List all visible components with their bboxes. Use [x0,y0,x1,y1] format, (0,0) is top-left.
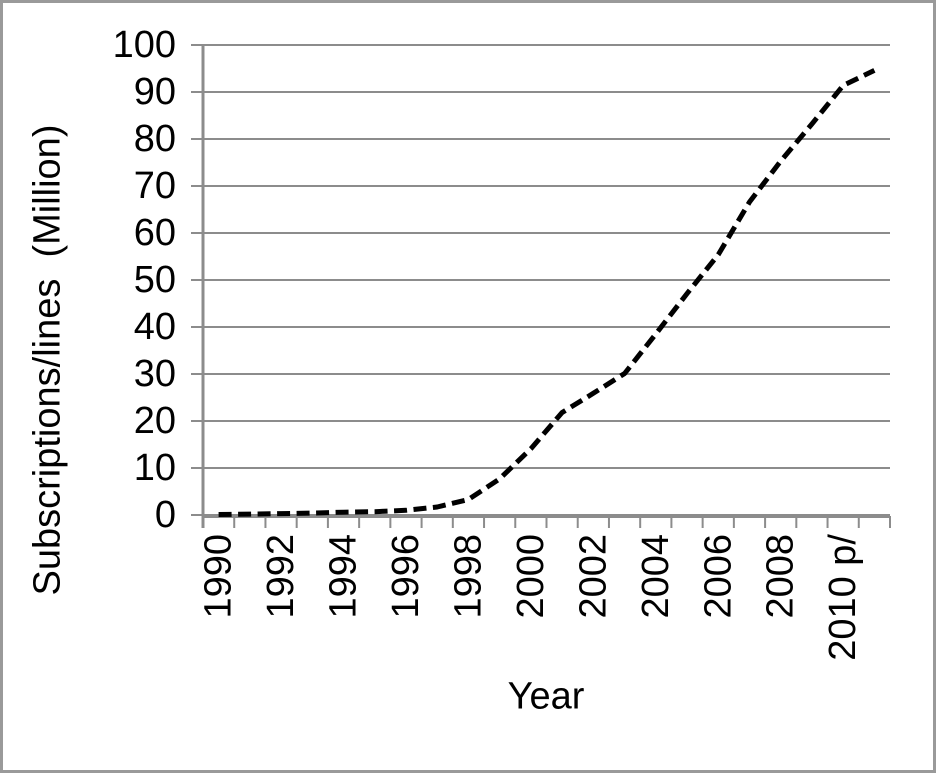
y-tick-label: 70 [134,165,176,207]
x-tick-label: 1994 [323,534,365,619]
y-tick-label: 60 [134,212,176,254]
x-tick-label: 1992 [260,534,302,619]
x-tick-label: 2002 [572,534,614,619]
y-tick-label: 10 [134,447,176,489]
x-tick-label: 2000 [510,534,552,619]
y-tick-label: 90 [134,71,176,113]
x-tick-label: 2010 p/ [822,534,864,661]
y-tick-label: 20 [134,400,176,442]
x-tick-label: 1996 [385,534,427,619]
y-tick-label: 0 [155,494,176,536]
series-line [218,68,876,517]
x-tick-label: 2004 [635,534,677,619]
y-tick-label: 80 [134,118,176,160]
x-tick-label: 2008 [760,534,802,619]
y-tick-label: 50 [134,259,176,301]
x-axis-title: Year [507,675,585,718]
chart-canvas: 0 10 20 30 40 50 60 70 80 90 100 1990 1992 1994 1996 19… [113,24,891,661]
x-tick-label: 1998 [447,534,489,619]
y-tick-label: 100 [113,24,176,66]
y-tick-label: 30 [134,353,176,395]
x-tick-label: 2006 [697,534,739,619]
y-tick-label: 40 [134,306,176,348]
x-tick-label: 1990 [198,534,240,619]
y-axis-title: Subscriptions/lines (Million) [26,124,69,596]
